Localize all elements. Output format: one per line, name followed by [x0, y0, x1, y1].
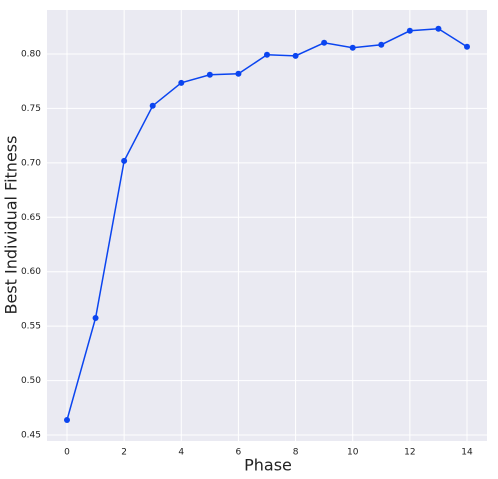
x-tick-label: 6 [236, 448, 242, 458]
point [64, 416, 70, 423]
point [92, 314, 99, 321]
y-tick-label: 0.70 [21, 158, 41, 168]
y-tick-label: 0.45 [21, 431, 41, 441]
point [464, 43, 470, 50]
y-tick-label: 0.80 [21, 49, 41, 59]
x-tick-label: 12 [404, 448, 415, 458]
x-tick-label: 8 [293, 448, 299, 458]
point [435, 25, 442, 32]
point [406, 27, 413, 34]
point [321, 39, 328, 46]
x-tick-label: 2 [121, 448, 127, 458]
x-tick-label: 0 [64, 448, 70, 458]
point [378, 41, 385, 48]
point [264, 51, 270, 58]
y-tick-label: 0.55 [21, 322, 41, 332]
point [178, 79, 185, 86]
y-tick-label: 0.50 [21, 376, 41, 386]
y-tick-label: 0.75 [21, 104, 41, 114]
point [206, 71, 213, 78]
y-axis-label: Best Individual Fitness [2, 136, 21, 315]
y-tick-label: 0.65 [21, 213, 41, 223]
point [292, 52, 299, 59]
x-tick-label: 10 [347, 448, 359, 458]
point [235, 70, 242, 77]
x-axis-label: Phase [244, 456, 292, 475]
x-tick-label: 4 [178, 448, 184, 458]
x-tick-label: 14 [461, 448, 473, 458]
point [149, 102, 156, 109]
plot-area [47, 10, 487, 441]
point [349, 44, 356, 51]
point [121, 157, 128, 164]
y-tick-label: 0.60 [21, 267, 41, 277]
